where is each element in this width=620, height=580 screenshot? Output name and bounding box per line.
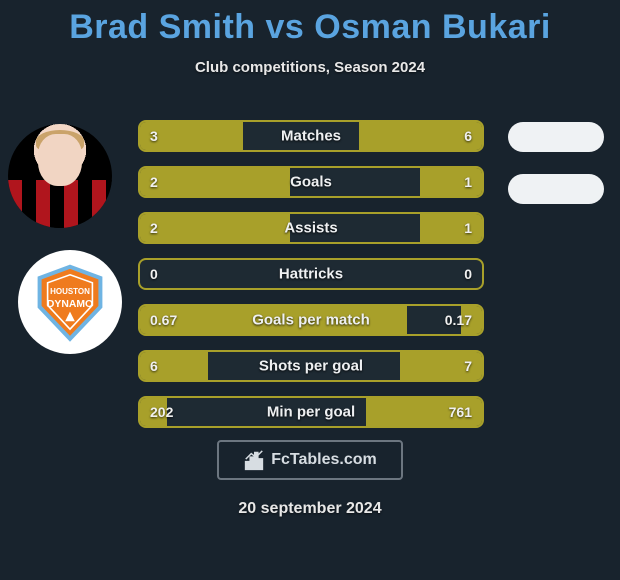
stat-value-right: 1: [464, 174, 472, 190]
stat-row: 2 1 Goals: [138, 166, 484, 198]
stat-value-left: 6: [150, 358, 158, 374]
stat-label: Assists: [284, 220, 337, 237]
bar-right-fill: [420, 214, 482, 242]
comparison-title: Brad Smith vs Osman Bukari: [0, 0, 620, 47]
player1-name: Brad Smith: [69, 8, 255, 46]
player2-name: Osman Bukari: [314, 8, 551, 46]
stat-label: Matches: [281, 128, 341, 145]
stat-value-right: 1: [464, 220, 472, 236]
logo-text: DYNAMO: [47, 299, 93, 310]
stat-label: Hattricks: [279, 266, 343, 283]
fctables-label: FcTables.com: [271, 451, 377, 469]
player1-avatar: [8, 124, 112, 228]
stat-value-right: 0: [464, 266, 472, 282]
stat-label: Goals: [290, 174, 332, 191]
stat-value-left: 2: [150, 220, 158, 236]
stat-label: Min per goal: [267, 404, 355, 421]
stat-value-left: 202: [150, 404, 173, 420]
dynamo-logo-icon: HOUSTON DYNAMO: [30, 262, 110, 342]
stat-value-right: 6: [464, 128, 472, 144]
chart-icon: [243, 449, 265, 471]
date-label: 20 september 2024: [238, 500, 381, 518]
stat-value-right: 7: [464, 358, 472, 374]
fctables-badge: FcTables.com: [217, 440, 403, 480]
player1-club-logo: HOUSTON DYNAMO: [18, 250, 122, 354]
subtitle: Club competitions, Season 2024: [0, 59, 620, 76]
stat-row: 0.67 0.17 Goals per match: [138, 304, 484, 336]
stat-value-left: 2: [150, 174, 158, 190]
stat-value-right: 761: [449, 404, 472, 420]
stat-row: 6 7 Shots per goal: [138, 350, 484, 382]
stat-label: Shots per goal: [259, 358, 363, 375]
stat-value-left: 3: [150, 128, 158, 144]
svg-text:HOUSTON: HOUSTON: [50, 287, 90, 296]
bar-left-fill: [140, 214, 290, 242]
stat-value-right: 0.17: [445, 312, 472, 328]
player2-club-placeholder: [508, 174, 604, 204]
stat-value-left: 0.67: [150, 312, 177, 328]
stat-row: 3 6 Matches: [138, 120, 484, 152]
stat-row: 2 1 Assists: [138, 212, 484, 244]
stat-row: 202 761 Min per goal: [138, 396, 484, 428]
bar-left-fill: [140, 168, 290, 196]
comparison-chart: 3 6 Matches 2 1 Goals 2 1 Assists 0 0 Hattricks 0.67…: [138, 120, 484, 442]
stat-label: Goals per match: [252, 312, 370, 329]
bar-right-fill: [420, 168, 482, 196]
stat-value-left: 0: [150, 266, 158, 282]
stat-row: 0 0 Hattricks: [138, 258, 484, 290]
player2-avatar-placeholder: [508, 122, 604, 152]
vs-label: vs: [266, 8, 305, 46]
